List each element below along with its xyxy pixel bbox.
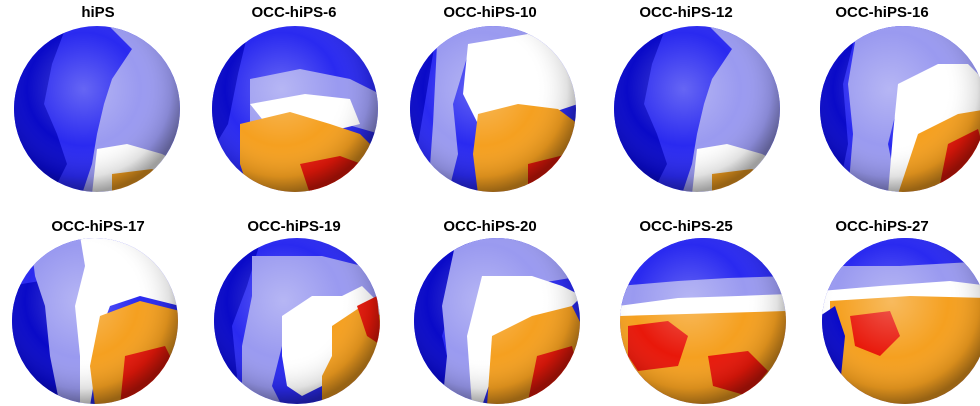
sphere-map (214, 238, 380, 404)
sphere-surface (12, 238, 178, 404)
sphere-surface (620, 238, 786, 404)
panel-hips: hiPS (0, 0, 196, 203)
panel-occ-hips-12: OCC-hiPS-12 (588, 0, 784, 203)
sphere-surface (822, 238, 980, 404)
sphere-shading (410, 26, 576, 192)
sphere-surface (212, 26, 378, 192)
sphere-map (822, 238, 980, 404)
panel-occ-hips-17: OCC-hiPS-17 (0, 203, 196, 406)
sphere-map (14, 26, 180, 192)
sphere-shading (820, 26, 980, 192)
sphere-surface (614, 26, 780, 192)
panel-occ-hips-10: OCC-hiPS-10 (392, 0, 588, 203)
panel-label: OCC-hiPS-27 (835, 218, 929, 235)
panel-label: OCC-hiPS-19 (247, 218, 341, 235)
panel-label: OCC-hiPS-16 (835, 4, 929, 21)
sphere-map (410, 26, 576, 192)
sphere-shading (14, 26, 180, 192)
sphere-shading (822, 238, 980, 404)
sphere-shading (414, 238, 580, 404)
sphere-surface (414, 238, 580, 404)
sphere-shading (214, 238, 380, 404)
panel-label: OCC-hiPS-17 (51, 218, 145, 235)
panel-label: OCC-hiPS-10 (443, 4, 537, 21)
sphere-map (212, 26, 378, 192)
panel-label: OCC-hiPS-20 (443, 218, 537, 235)
panel-occ-hips-6: OCC-hiPS-6 (196, 0, 392, 203)
sphere-shading (12, 238, 178, 404)
sphere-map (620, 238, 786, 404)
sphere-surface (820, 26, 980, 192)
panel-label: hiPS (81, 4, 115, 21)
sphere-surface (214, 238, 380, 404)
panel-occ-hips-20: OCC-hiPS-20 (392, 203, 588, 406)
panel-occ-hips-27: OCC-hiPS-27 (784, 203, 980, 406)
sphere-shading (614, 26, 780, 192)
sphere-shading (620, 238, 786, 404)
sphere-map (820, 26, 980, 192)
panel-occ-hips-19: OCC-hiPS-19 (196, 203, 392, 406)
sphere-surface (14, 26, 180, 192)
panel-label: OCC-hiPS-6 (251, 4, 337, 21)
panel-label: OCC-hiPS-12 (639, 4, 733, 21)
panel-label: OCC-hiPS-25 (639, 218, 733, 235)
sphere-map (414, 238, 580, 404)
sphere-surface (410, 26, 576, 192)
sphere-map (12, 238, 178, 404)
panel-occ-hips-25: OCC-hiPS-25 (588, 203, 786, 406)
panel-occ-hips-16: OCC-hiPS-16 (784, 0, 980, 203)
sphere-map (614, 26, 780, 192)
sphere-shading (212, 26, 378, 192)
